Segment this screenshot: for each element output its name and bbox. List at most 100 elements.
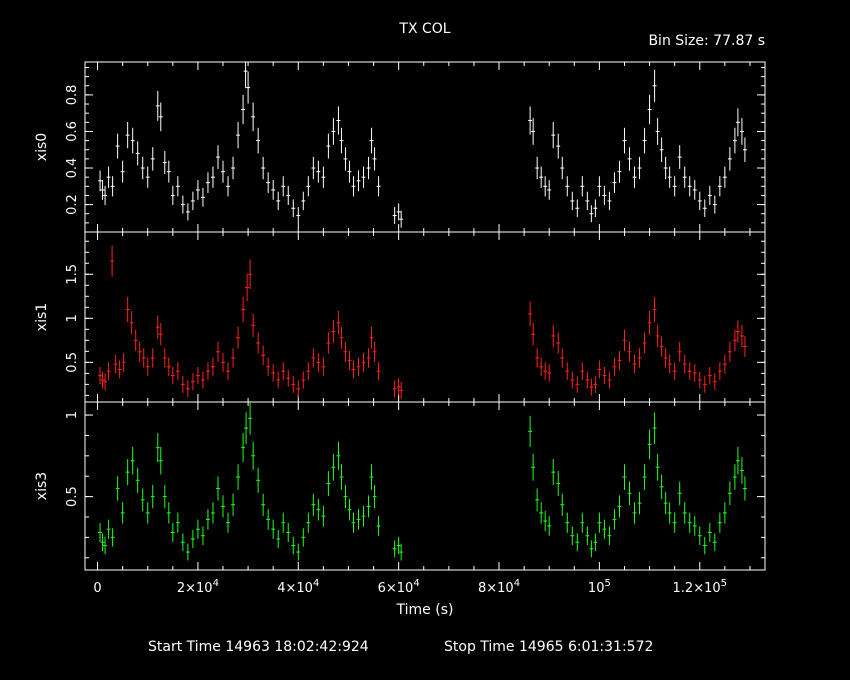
data-point	[351, 176, 356, 197]
data-point	[652, 296, 657, 323]
data-point	[211, 357, 215, 376]
data-point	[637, 491, 642, 515]
data-point	[659, 336, 664, 357]
data-point	[543, 510, 548, 532]
panel-xis0: 0.2 0.4 0.6 0.8 xis0	[34, 61, 766, 233]
data-point	[339, 326, 344, 349]
data-point	[150, 348, 155, 368]
data-point	[722, 166, 727, 188]
data-point	[702, 199, 707, 218]
data-point	[286, 523, 291, 542]
data-point	[376, 362, 381, 381]
data-point	[560, 156, 565, 180]
data-point	[216, 476, 220, 501]
data-point	[326, 471, 331, 496]
data-point	[125, 121, 130, 149]
data-point	[331, 320, 336, 343]
data-point	[617, 495, 622, 518]
data-point	[659, 137, 664, 163]
data-point	[396, 378, 401, 396]
data-point	[121, 352, 126, 372]
data-point	[372, 147, 377, 171]
data-point	[216, 341, 220, 362]
data-point	[185, 543, 190, 561]
data-point	[642, 127, 647, 154]
data-point	[602, 366, 607, 385]
data-point	[216, 145, 220, 169]
data-point	[647, 429, 652, 460]
data-point	[597, 176, 602, 197]
data-point	[667, 354, 672, 374]
data-point	[632, 166, 637, 188]
data-point	[667, 166, 672, 188]
data-point	[231, 493, 236, 516]
chart-title: TX COL	[398, 21, 450, 37]
data-point	[369, 326, 374, 349]
data-point	[735, 320, 740, 343]
data-point	[98, 366, 103, 385]
data-point	[531, 453, 536, 481]
data-point	[392, 540, 397, 558]
data-point	[707, 523, 712, 542]
data-point	[316, 498, 321, 521]
data-point	[135, 467, 140, 493]
data-point	[399, 543, 404, 561]
data-point	[556, 133, 561, 159]
data-point	[580, 362, 585, 381]
data-point	[727, 147, 732, 171]
data-point	[697, 191, 702, 211]
data-point	[570, 191, 575, 211]
data-point	[677, 145, 682, 169]
data-point	[570, 526, 575, 546]
data-point	[543, 176, 548, 197]
x-tick-exponent: 5	[604, 578, 610, 589]
data-point	[551, 324, 556, 347]
data-point	[551, 121, 556, 149]
data-point	[130, 127, 135, 154]
data-point	[366, 156, 371, 180]
data-point	[296, 543, 301, 561]
data-point	[607, 191, 612, 211]
x-axis-label: Time (s)	[396, 602, 454, 618]
data-point	[655, 324, 660, 347]
data-point	[158, 323, 163, 346]
data-point	[140, 156, 145, 180]
data-point	[241, 433, 246, 463]
data-point	[739, 457, 744, 484]
data-point	[190, 191, 195, 211]
data-point	[155, 433, 160, 463]
data-point	[296, 207, 301, 225]
data-point	[528, 301, 533, 327]
data-point	[140, 488, 145, 512]
data-point	[672, 176, 677, 197]
data-point	[543, 362, 548, 381]
data-point	[585, 371, 590, 389]
data-point	[735, 446, 740, 475]
data-point	[221, 495, 225, 518]
data-point	[195, 519, 200, 539]
data-point	[712, 373, 717, 391]
data-point	[226, 176, 230, 197]
data-point	[236, 121, 241, 149]
data-point	[560, 493, 565, 516]
data-point	[311, 493, 316, 516]
data-point	[248, 259, 253, 290]
data-point	[301, 528, 306, 547]
data-point	[617, 160, 622, 183]
y-tick-label: 0.8	[65, 85, 80, 106]
data-point	[617, 351, 622, 371]
data-point	[120, 160, 125, 183]
data-point	[245, 273, 250, 302]
data-point	[612, 172, 617, 193]
data-point	[622, 464, 627, 490]
data-point	[150, 484, 155, 509]
data-point	[316, 352, 321, 372]
data-point	[281, 512, 286, 533]
data-point	[100, 180, 105, 200]
data-point	[98, 523, 103, 542]
data-point	[271, 180, 276, 200]
data-point	[722, 502, 727, 524]
panel-frame	[84, 401, 766, 571]
data-point	[597, 512, 602, 533]
data-point	[712, 195, 717, 214]
